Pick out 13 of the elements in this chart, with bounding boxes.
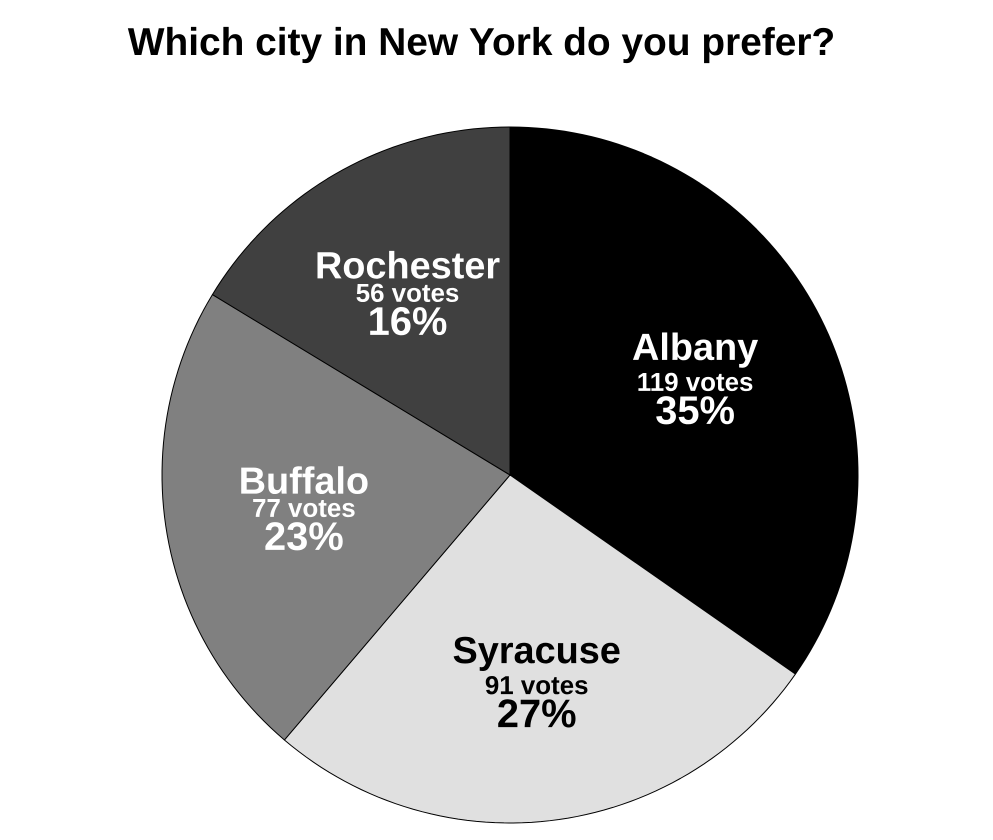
data-label: 91 votes [486, 676, 588, 694]
slice-label: Albany [632, 332, 758, 368]
data-label: 119 votes [638, 372, 752, 392]
data-label: 77 votes [253, 499, 355, 518]
slice-label: Rochester [318, 250, 500, 279]
slice-label: Syracuse [454, 636, 620, 671]
data-label: 56 votes [356, 284, 458, 302]
text: 35% [656, 396, 734, 424]
chart-title: Which city in New York do you prefer? [128, 26, 833, 64]
text: 27% [498, 699, 576, 728]
text: 16% [370, 307, 446, 336]
text: 23% [265, 522, 343, 550]
slice-label: Buffalo [241, 466, 368, 494]
